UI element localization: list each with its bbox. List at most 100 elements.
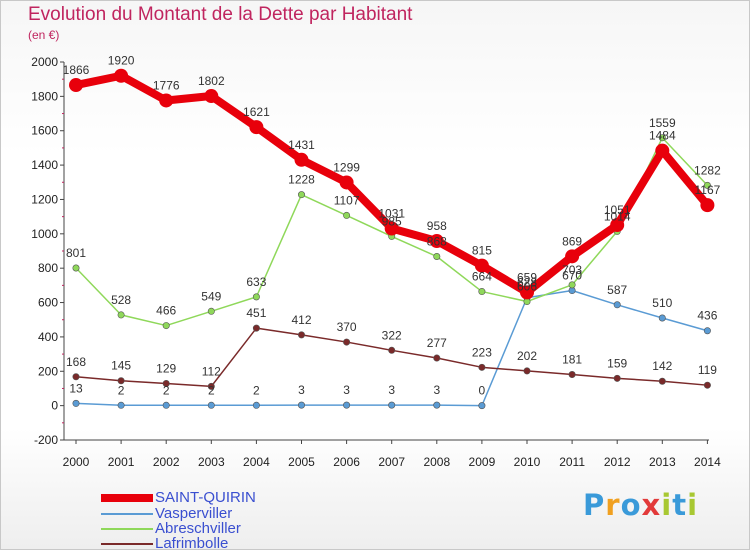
data-label-lafrimbolle: 119 bbox=[698, 363, 717, 377]
x-tick-label: 2008 bbox=[423, 455, 450, 469]
data-label-vasperviller: 2 bbox=[163, 383, 170, 397]
y-tick-label: 2000 bbox=[31, 55, 58, 69]
data-label-abreschviller: 633 bbox=[246, 275, 266, 289]
data-point-lafrimbolle bbox=[658, 377, 666, 385]
y-tick-label: 1800 bbox=[31, 89, 58, 103]
data-label-lafrimbolle: 159 bbox=[607, 356, 627, 370]
chart-subtitle: (en €) bbox=[28, 28, 60, 42]
data-label-vasperviller: 628 bbox=[517, 276, 537, 290]
data-point-vasperviller bbox=[297, 401, 305, 409]
data-label-vasperviller: 3 bbox=[388, 383, 395, 397]
data-label-saint-quirin: 1776 bbox=[153, 78, 180, 92]
data-point-abreschviller bbox=[252, 293, 260, 301]
data-point-vasperviller bbox=[72, 399, 80, 407]
y-tick-label: 800 bbox=[38, 261, 58, 275]
legend-swatch bbox=[101, 513, 153, 515]
x-tick-label: 2005 bbox=[288, 455, 315, 469]
legend-label: SAINT-QUIRIN bbox=[155, 489, 256, 506]
data-label-lafrimbolle: 451 bbox=[246, 306, 266, 320]
data-label-lafrimbolle: 181 bbox=[562, 353, 582, 367]
data-label-vasperviller: 587 bbox=[607, 283, 627, 297]
x-tick-label: 2004 bbox=[243, 455, 270, 469]
data-label-abreschviller: 606 bbox=[517, 280, 537, 294]
data-label-lafrimbolle: 142 bbox=[652, 359, 672, 373]
data-point-lafrimbolle bbox=[433, 354, 441, 362]
x-tick-label: 2007 bbox=[378, 455, 405, 469]
data-label-saint-quirin: 1802 bbox=[198, 74, 225, 88]
data-label-lafrimbolle: 223 bbox=[472, 345, 492, 359]
x-tick-label: 2001 bbox=[108, 455, 135, 469]
logo-letter: r bbox=[605, 488, 621, 522]
data-point-abreschviller bbox=[703, 181, 711, 189]
data-point-saint-quirin bbox=[565, 249, 580, 264]
data-point-abreschviller bbox=[343, 211, 351, 219]
data-label-abreschviller: 1282 bbox=[694, 163, 721, 177]
y-tick-label: 600 bbox=[38, 296, 58, 310]
data-point-saint-quirin bbox=[520, 285, 534, 300]
data-label-saint-quirin: 815 bbox=[472, 244, 492, 258]
x-tick-label: 2009 bbox=[469, 455, 496, 469]
legend-swatch bbox=[101, 528, 153, 530]
data-point-abreschviller bbox=[568, 281, 576, 289]
data-label-abreschviller: 1559 bbox=[649, 116, 676, 130]
data-label-vasperviller: 13 bbox=[69, 381, 83, 395]
data-point-vasperviller bbox=[703, 327, 711, 335]
data-label-abreschviller: 801 bbox=[66, 246, 86, 260]
data-point-saint-quirin bbox=[339, 175, 354, 190]
data-point-saint-quirin bbox=[294, 152, 309, 167]
x-tick-label: 2014 bbox=[694, 455, 721, 469]
data-label-lafrimbolle: 322 bbox=[382, 328, 402, 342]
data-point-vasperviller bbox=[658, 314, 666, 322]
data-point-abreschviller bbox=[297, 191, 305, 199]
logo-letter: P bbox=[583, 488, 606, 522]
data-label-lafrimbolle: 370 bbox=[337, 320, 357, 334]
legend-label: Abreschviller bbox=[155, 520, 241, 537]
data-point-lafrimbolle bbox=[297, 331, 305, 339]
data-label-abreschviller: 703 bbox=[562, 263, 582, 277]
data-point-abreschviller bbox=[207, 307, 215, 315]
data-point-lafrimbolle bbox=[343, 338, 351, 346]
data-label-vasperviller: 436 bbox=[697, 309, 717, 323]
data-label-saint-quirin: 1431 bbox=[288, 138, 315, 152]
y-tick-label: 1200 bbox=[31, 192, 58, 206]
data-label-vasperviller: 670 bbox=[562, 269, 582, 283]
y-tick-label: 200 bbox=[38, 364, 58, 378]
data-label-saint-quirin: 869 bbox=[562, 234, 582, 248]
legend-label: Vasperviller bbox=[155, 505, 233, 522]
x-tick-label: 2013 bbox=[649, 455, 676, 469]
data-point-vasperviller bbox=[613, 301, 621, 309]
x-tick-label: 2011 bbox=[559, 455, 585, 469]
data-label-lafrimbolle: 129 bbox=[156, 361, 176, 375]
logo-letter: i bbox=[661, 488, 673, 522]
data-label-lafrimbolle: 145 bbox=[111, 359, 131, 373]
data-point-lafrimbolle bbox=[72, 373, 80, 381]
data-label-abreschviller: 549 bbox=[201, 289, 221, 303]
y-tick-label: 0 bbox=[51, 399, 58, 413]
data-label-abreschviller: 664 bbox=[472, 270, 492, 284]
legend-swatch bbox=[101, 543, 153, 545]
data-point-vasperviller bbox=[478, 402, 486, 410]
data-point-abreschviller bbox=[433, 252, 441, 260]
data-label-saint-quirin: 958 bbox=[427, 219, 447, 233]
data-point-vasperviller bbox=[252, 401, 260, 409]
data-point-lafrimbolle bbox=[207, 382, 215, 390]
data-label-lafrimbolle: 112 bbox=[202, 364, 221, 378]
data-point-saint-quirin bbox=[114, 68, 129, 83]
x-tick-label: 2010 bbox=[514, 455, 541, 469]
logo-letter: t bbox=[672, 488, 688, 522]
data-point-abreschviller bbox=[117, 311, 125, 319]
data-label-vasperviller: 2 bbox=[253, 383, 260, 397]
data-label-saint-quirin: 659 bbox=[517, 270, 537, 284]
data-point-abreschviller bbox=[72, 264, 80, 272]
data-label-abreschviller: 528 bbox=[111, 293, 131, 307]
data-label-vasperviller: 2 bbox=[208, 383, 215, 397]
data-label-lafrimbolle: 412 bbox=[291, 313, 311, 327]
data-point-lafrimbolle bbox=[613, 374, 621, 382]
logo-letter: x bbox=[641, 488, 662, 522]
data-label-lafrimbolle: 277 bbox=[427, 336, 447, 350]
legend-swatch bbox=[101, 494, 153, 502]
data-point-saint-quirin bbox=[610, 218, 625, 233]
data-point-abreschviller bbox=[478, 288, 486, 296]
data-label-saint-quirin: 1031 bbox=[378, 206, 405, 220]
